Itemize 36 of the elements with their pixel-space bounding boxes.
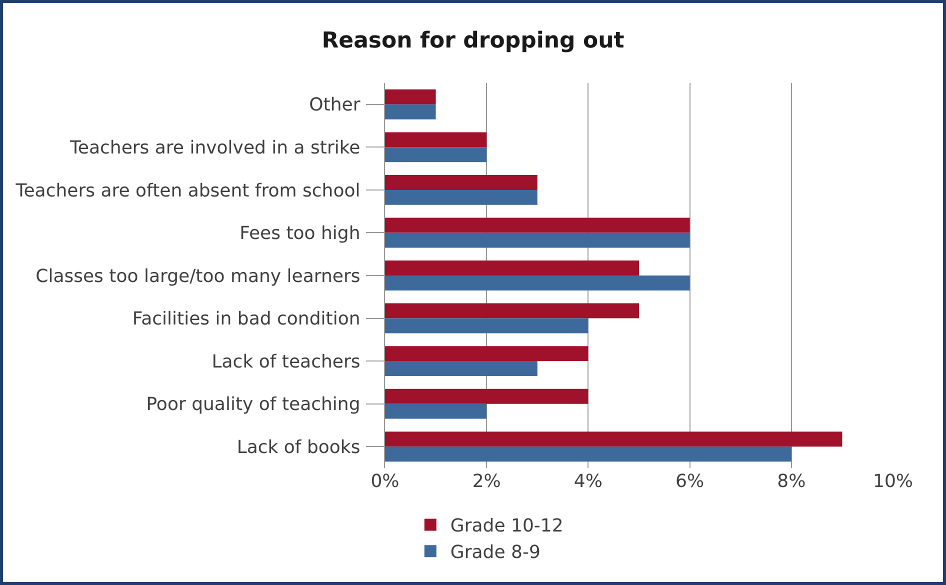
bar	[385, 218, 690, 233]
bar	[385, 232, 690, 248]
y-tick-label: Teachers are involved in a strike	[68, 137, 360, 158]
x-tick-label: 0%	[370, 471, 400, 492]
y-tick-label: Facilities in bad condition	[132, 308, 360, 330]
bar	[385, 132, 487, 148]
bar	[385, 89, 436, 104]
bar	[385, 174, 538, 190]
y-tick-label: Teachers are often absent from school	[14, 180, 360, 202]
y-tick-label: Other	[309, 94, 361, 116]
bar	[385, 318, 588, 334]
bar	[385, 190, 538, 205]
x-tick-label: 6%	[676, 471, 704, 492]
x-tick-label: 8%	[777, 471, 806, 492]
bar	[385, 346, 588, 362]
y-tick-label: Lack of teachers	[212, 351, 360, 372]
y-tick-label: Poor quality of teaching	[146, 394, 360, 416]
bar	[385, 260, 639, 276]
bar	[385, 432, 842, 447]
bar	[385, 388, 588, 404]
bar	[385, 104, 436, 120]
x-tick-label: 2%	[472, 471, 501, 492]
bar	[385, 361, 538, 376]
x-tick-label: 10%	[872, 471, 914, 492]
bar	[385, 147, 487, 162]
x-tick-label: 4%	[574, 471, 602, 492]
bar	[385, 404, 487, 419]
chart-title: Reason for dropping out	[322, 28, 625, 54]
legend-label: Grade 8-9	[450, 542, 540, 564]
legend-label: Grade 10-12	[450, 516, 564, 537]
y-tick-label: Lack of books	[236, 436, 360, 458]
bar	[385, 446, 792, 462]
y-tick-label: Classes too large/too many learners	[36, 266, 360, 287]
bar	[385, 303, 639, 318]
y-tick-label: Fees too high	[240, 223, 360, 244]
bar	[385, 276, 690, 290]
